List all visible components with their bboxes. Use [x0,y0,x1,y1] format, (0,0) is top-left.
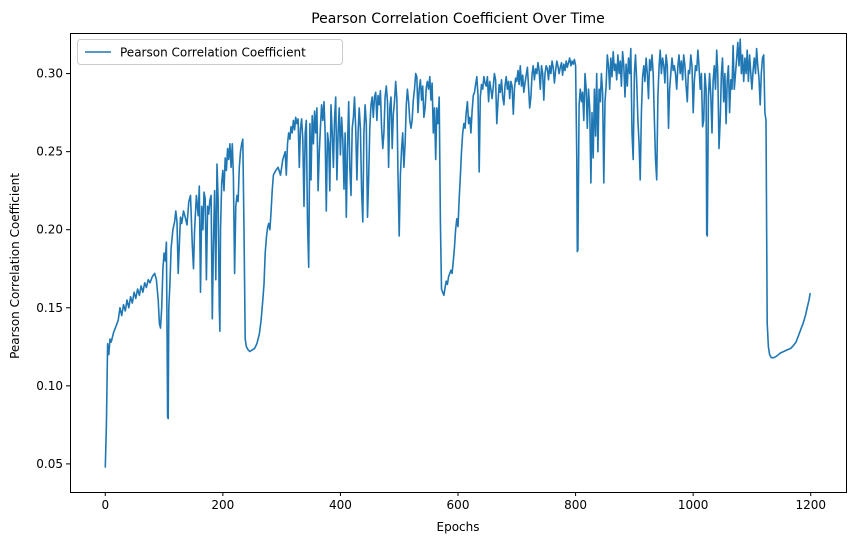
legend-label: Pearson Correlation Coefficient [120,46,306,60]
y-tick-label: 0.30 [36,67,63,81]
x-tick-label: 200 [211,498,234,512]
legend-box [77,39,343,65]
y-axis-label: Pearson Correlation Coefficient [8,173,22,359]
legend: Pearson Correlation Coefficient [77,39,343,65]
y-tick-label: 0.15 [36,301,63,315]
axis-ticks: 0 200 400 600 800 1000 1200 0.05 0.10 0.15 0.20 0.2… [36,67,826,512]
x-tick-label: 0 [101,498,109,512]
x-tick-label: 600 [447,498,470,512]
chart-title: Pearson Correlation Coefficient Over Tim… [311,11,605,27]
x-tick-label: 400 [329,498,352,512]
plot-frame [70,33,847,493]
y-tick-label: 0.05 [36,457,63,471]
y-tick-label: 0.20 [36,223,63,237]
x-tick-label: 1000 [678,498,709,512]
y-tick-label: 0.25 [36,145,63,159]
y-tick-label: 0.10 [36,379,63,393]
x-tick-label: 800 [564,498,587,512]
x-axis-label: Epochs [437,520,480,534]
x-tick-label: 1200 [795,498,826,512]
series-line [104,38,811,468]
plot-area [104,38,811,468]
